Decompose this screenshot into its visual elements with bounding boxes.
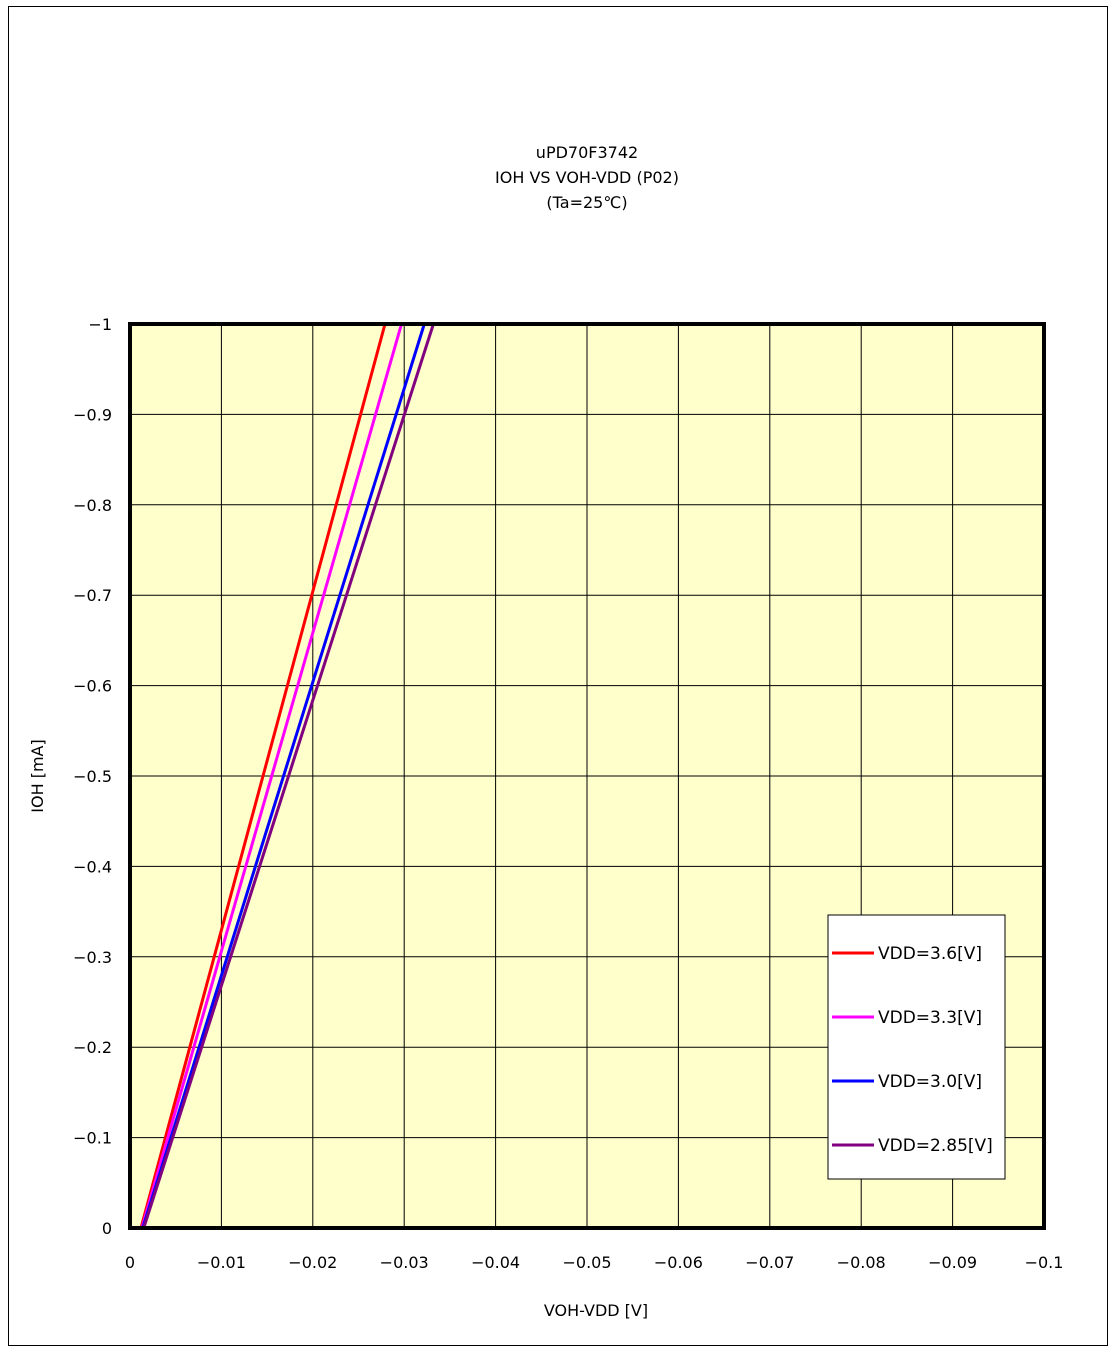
legend-label-1: VDD=3.3[V] <box>878 1008 982 1028</box>
legend-label-0: VDD=3.6[V] <box>878 944 982 964</box>
series-lines <box>139 323 435 1229</box>
x-tick-label: −0.04 <box>471 1253 520 1272</box>
x-tick-label: −0.09 <box>928 1253 977 1272</box>
y-tick-label: −0.1 <box>73 1129 112 1148</box>
x-tick-label: −0.02 <box>288 1253 337 1272</box>
x-tick-label: −0.06 <box>654 1253 703 1272</box>
title-line: uPD70F3742 <box>536 143 638 162</box>
chart-title: uPD70F3742 IOH VS VOH-VDD (P02) (Ta=25℃) <box>495 143 679 212</box>
y-tick-label: −0.9 <box>73 405 112 424</box>
legend-label-3: VDD=2.85[V] <box>878 1136 993 1156</box>
y-axis-label: IOH [mA] <box>28 739 47 812</box>
legend: VDD=3.6[V] VDD=3.3[V] VDD=3.0[V] VDD=2.85[V… <box>827 914 1006 1180</box>
y-tick-label: −0.4 <box>73 857 112 876</box>
y-tick-label: −0.6 <box>73 677 112 696</box>
x-tick-label: −0.1 <box>1025 1253 1064 1272</box>
x-tick-label: −0.03 <box>380 1253 429 1272</box>
x-axis-label: VOH-VDD [V] <box>544 1301 648 1320</box>
plot-border <box>128 322 1046 1230</box>
x-tick-label: −0.07 <box>745 1253 794 1272</box>
y-tick-label: −0.3 <box>73 948 112 967</box>
series-line-0 <box>139 323 387 1229</box>
y-tick-label: −0.8 <box>73 496 112 515</box>
y-tick-label: −1 <box>88 315 112 334</box>
x-tick-label: −0.01 <box>197 1253 246 1272</box>
y-tick-labels: 0 −0.1 −0.2 −0.3 −0.4 −0.5 −0.6 −0.7 −0.8 −0.9 −1 <box>73 315 112 1238</box>
legend-box <box>827 914 1006 1180</box>
title-line: (Ta=25℃) <box>546 193 627 212</box>
series-line-3 <box>142 323 435 1229</box>
y-tick-label: −0.5 <box>73 767 112 786</box>
y-tick-label: −0.7 <box>73 586 112 605</box>
x-tick-label: −0.05 <box>562 1253 611 1272</box>
x-tick-label: 0 <box>125 1253 135 1272</box>
series-line-1 <box>140 323 403 1229</box>
y-tick-label: −0.2 <box>73 1038 112 1057</box>
series-line-2 <box>141 323 426 1229</box>
x-tick-label: −0.08 <box>837 1253 886 1272</box>
legend-label-2: VDD=3.0[V] <box>878 1072 982 1092</box>
y-tick-label: 0 <box>102 1219 112 1238</box>
x-tick-labels: 0 −0.01 −0.02 −0.03 −0.04 −0.05 −0.06 −0.07 −0.0… <box>125 1253 1064 1272</box>
title-line: IOH VS VOH-VDD (P02) <box>495 168 679 187</box>
